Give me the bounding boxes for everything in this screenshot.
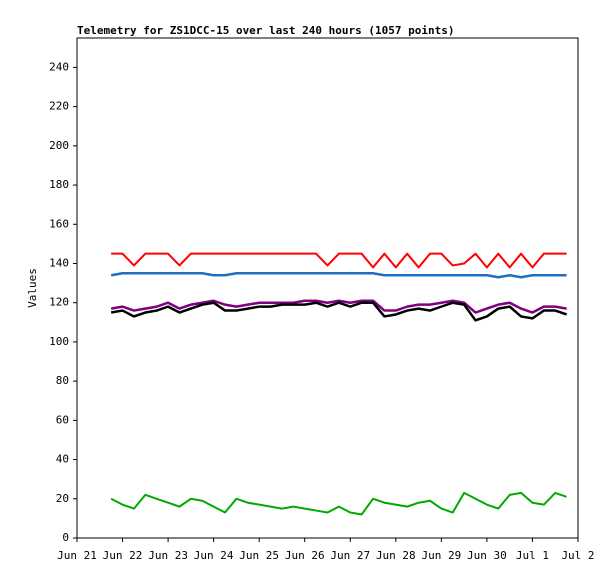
x-tick-label: Jun 24 (194, 549, 234, 562)
x-tick-label: Jun 26 (285, 549, 325, 562)
x-tick-label: Jul 1 (516, 549, 549, 562)
x-tick-label: Jun 25 (239, 549, 279, 562)
y-tick-label: 0 (62, 531, 69, 544)
x-tick-label: Jun 22 (103, 549, 143, 562)
y-tick-label: 240 (49, 60, 69, 73)
x-tick-label: Jun 29 (421, 549, 461, 562)
x-tick-label: Jun 30 (467, 549, 507, 562)
series-line (110, 272, 567, 279)
x-tick-label: Jun 27 (330, 549, 370, 562)
x-tick-label: Jun 28 (376, 549, 416, 562)
y-tick-label: 100 (49, 335, 69, 348)
y-tick-label: 220 (49, 100, 69, 113)
y-tick-label: 20 (56, 492, 69, 505)
x-tick-label: Jul 2 (561, 549, 594, 562)
y-tick-label: 180 (49, 178, 69, 191)
series-line (111, 252, 567, 269)
chart-title: Telemetry for ZS1DCC-15 over last 240 ho… (77, 24, 455, 37)
y-tick-label: 200 (49, 139, 69, 152)
plot-frame (76, 37, 579, 539)
y-tick-label: 120 (49, 296, 69, 309)
x-tick-label: Jun 21 (57, 549, 97, 562)
series-line (110, 299, 567, 314)
y-tick-label: 160 (49, 217, 69, 230)
y-tick-label: 60 (56, 413, 69, 426)
y-tick-label: 40 (56, 453, 69, 466)
y-axis-label: Values (26, 268, 39, 308)
y-tick-label: 140 (49, 256, 69, 269)
series-line (110, 301, 568, 322)
x-tick-label: Jun 23 (148, 549, 188, 562)
y-tick-label: 80 (56, 374, 69, 387)
series-line (110, 491, 567, 516)
